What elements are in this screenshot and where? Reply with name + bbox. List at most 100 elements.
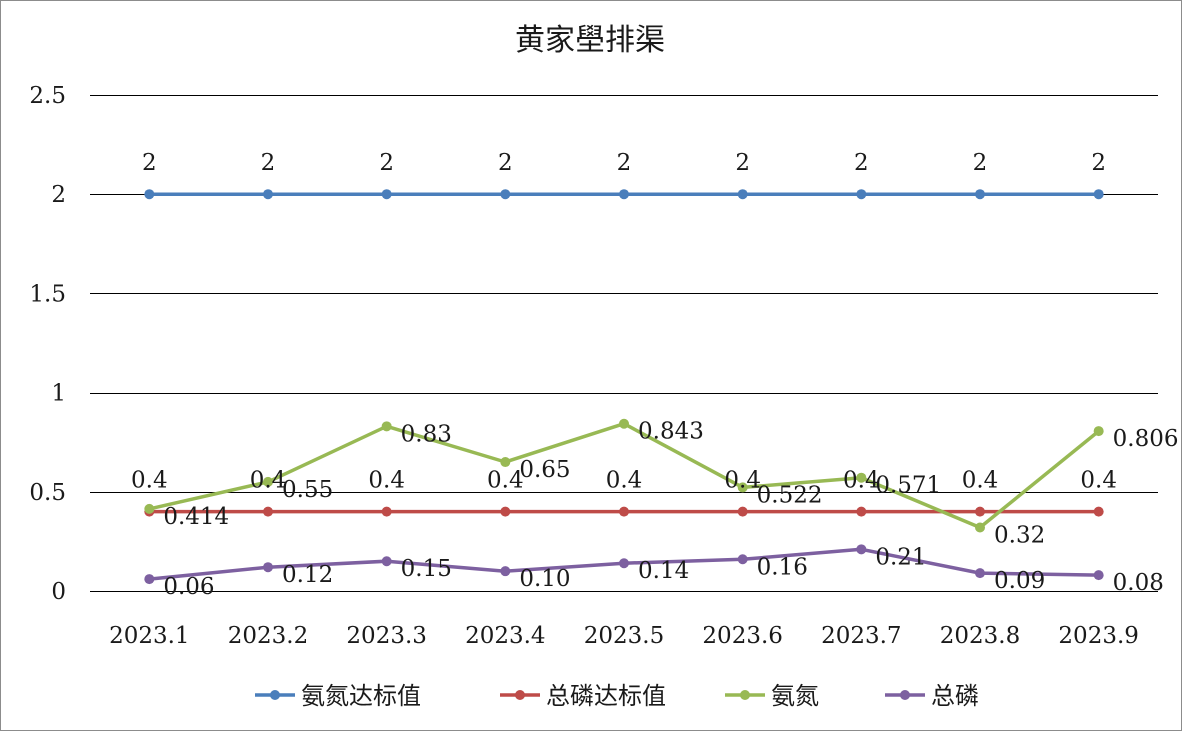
data-point	[500, 506, 511, 517]
data-label: 0.12	[282, 562, 333, 588]
data-label: 0.16	[757, 554, 808, 580]
x-tick-label: 2023.8	[940, 623, 1020, 649]
data-point	[500, 457, 511, 468]
data-point	[737, 506, 748, 517]
data-label: 0.09	[994, 568, 1045, 594]
data-point	[263, 562, 273, 573]
y-tick-label: 2.5	[29, 83, 66, 109]
x-tick-label: 2023.9	[1058, 623, 1138, 649]
data-point	[737, 482, 748, 493]
legend-entry: 氨氮	[725, 682, 819, 710]
data-label: 0.4	[962, 468, 999, 494]
legend-marker	[740, 690, 750, 700]
data-label: 0.4	[724, 468, 761, 494]
data-label: 0.10	[519, 566, 570, 592]
legend-label: 总磷	[931, 682, 979, 710]
data-label: 0.414	[163, 504, 229, 530]
data-label: 0.15	[401, 556, 452, 582]
data-label: 0.4	[1080, 468, 1117, 494]
series-4	[144, 544, 1104, 585]
series-2	[144, 506, 1104, 517]
data-point	[381, 556, 392, 567]
y-axis-ticks: 0 0.5 1 1.5 2 2.5	[29, 83, 66, 605]
y-tick-label: 1	[51, 381, 66, 407]
series-3	[144, 418, 1104, 533]
x-tick-label: 2023.6	[702, 623, 782, 649]
data-point	[619, 189, 629, 200]
data-label: 2	[735, 150, 750, 176]
data-point	[263, 506, 273, 517]
data-point	[263, 189, 273, 200]
data-label: 0.55	[282, 477, 333, 503]
data-point	[737, 554, 748, 565]
data-label: 2	[1091, 150, 1106, 176]
data-label: 0.522	[757, 482, 823, 508]
legend-entry: 总磷达标值	[500, 682, 666, 710]
x-tick-label: 2023.7	[821, 623, 901, 649]
data-point	[975, 568, 985, 579]
legend-entry: 氨氮达标值	[255, 682, 421, 710]
data-label: 0.4	[487, 468, 524, 494]
data-point	[144, 503, 155, 514]
data-label: 2	[142, 150, 157, 176]
data-label: 0.83	[401, 421, 452, 447]
data-point	[500, 189, 511, 200]
data-point	[381, 506, 392, 517]
data-point	[856, 544, 867, 555]
legend-label: 氨氮达标值	[301, 682, 421, 710]
legend-marker	[515, 690, 525, 700]
data-label: 2	[617, 150, 632, 176]
chart-title: 黄家壆排渠	[515, 23, 665, 58]
x-axis-ticks: 2023.1 2023.2 2023.3 2023.4 2023.5 2023.6 2023…	[109, 623, 1139, 649]
legend-label: 总磷达标值	[546, 682, 666, 710]
data-label: 0.4	[250, 468, 287, 494]
legend-marker	[270, 690, 280, 700]
data-label: 2	[261, 150, 276, 176]
legend-marker	[900, 690, 910, 700]
data-label: 0.06	[163, 574, 214, 600]
data-point	[144, 574, 155, 585]
data-point	[1093, 506, 1104, 517]
x-tick-label: 2023.5	[584, 623, 664, 649]
data-point	[263, 476, 273, 487]
series-lines	[144, 189, 1104, 585]
data-label: 0.571	[875, 473, 941, 499]
data-labels: 2 2 2 2 2 2 2 2 2 0.4 0.4 0.4 0.4 0.4 0.4 0.4 0.4 0.4 0.41…	[131, 150, 1178, 600]
data-point	[975, 522, 985, 533]
data-label: 2	[498, 150, 513, 176]
data-label: 0.14	[638, 558, 689, 584]
data-label: 0.32	[994, 523, 1045, 549]
data-point	[619, 558, 629, 569]
data-label: 0.806	[1113, 426, 1179, 452]
y-tick-label: 0.5	[29, 480, 66, 506]
y-tick-label: 0	[51, 579, 66, 605]
data-label: 0.4	[131, 468, 168, 494]
data-point	[1093, 189, 1104, 200]
data-point	[619, 418, 629, 429]
data-label: 0.4	[843, 468, 880, 494]
legend-entry: 总磷	[885, 682, 979, 710]
data-point	[381, 189, 392, 200]
x-tick-label: 2023.1	[109, 623, 189, 649]
x-tick-label: 2023.4	[465, 623, 545, 649]
x-tick-label: 2023.2	[228, 623, 308, 649]
data-label: 0.4	[368, 468, 405, 494]
data-point	[500, 566, 511, 577]
data-label: 2	[379, 150, 394, 176]
data-label: 0.08	[1113, 570, 1164, 596]
data-label: 2	[973, 150, 988, 176]
series-1	[144, 189, 1104, 200]
data-label: 0.843	[638, 419, 704, 445]
data-label: 0.65	[519, 457, 570, 483]
y-tick-label: 1.5	[29, 281, 66, 307]
data-label: 0.4	[606, 468, 643, 494]
data-point	[1093, 570, 1104, 581]
data-label: 0.21	[875, 544, 926, 570]
y-tick-label: 2	[51, 182, 66, 208]
data-point	[144, 189, 155, 200]
legend: 氨氮达标值 总磷达标值 氨氮 总磷	[255, 682, 979, 710]
data-point	[975, 189, 985, 200]
data-point	[619, 506, 629, 517]
